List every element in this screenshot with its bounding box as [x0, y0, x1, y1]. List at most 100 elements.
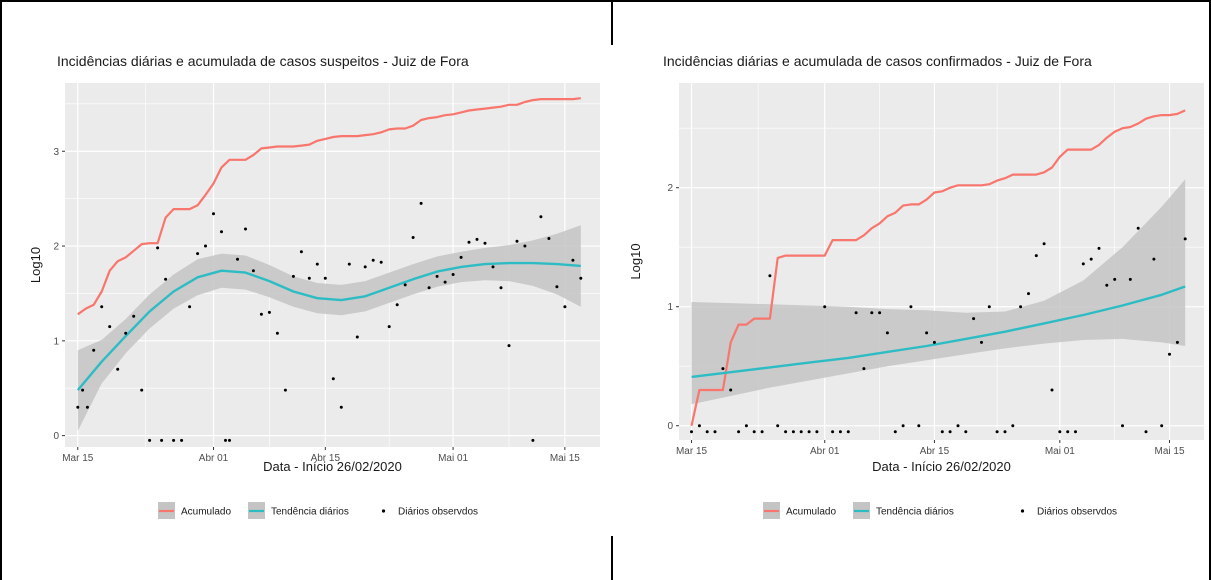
- data-point: [76, 405, 80, 409]
- data-point: [713, 430, 717, 434]
- data-point: [196, 252, 200, 256]
- data-point: [1136, 226, 1140, 230]
- data-point: [331, 377, 335, 381]
- data-point: [515, 239, 519, 243]
- data-point: [1019, 305, 1023, 309]
- data-point: [932, 340, 936, 344]
- data-point: [1175, 340, 1179, 344]
- trend-confidence-band: [691, 179, 1186, 405]
- data-point: [791, 430, 795, 434]
- data-point: [1121, 424, 1124, 428]
- data-point: [925, 331, 929, 335]
- data-point: [956, 424, 960, 428]
- data-point: [355, 335, 359, 339]
- legend-key-pontos: [1020, 509, 1025, 513]
- data-point: [411, 236, 415, 239]
- data-point: [768, 274, 772, 278]
- y-axis-label: Log10: [628, 243, 643, 279]
- series-line-tendencia-diarios: [691, 285, 1186, 379]
- data-point: [403, 283, 407, 287]
- data-point: [379, 260, 383, 264]
- data-point: [427, 286, 431, 290]
- frame-divider-top: [611, 0, 613, 45]
- data-point: [1042, 242, 1046, 246]
- x-tick-label: Mai 01: [1045, 446, 1075, 457]
- x-tick-label: Mai 15: [550, 453, 580, 464]
- chart-confirmed-cases: 0 1 2 Mar 15 Abr 01 Abr 15 Mai 01 Mai 15 Incidên…: [628, 53, 1204, 519]
- data-point: [831, 430, 835, 434]
- data-point: [531, 438, 535, 442]
- data-point: [1011, 424, 1015, 428]
- data-point: [1168, 352, 1171, 356]
- data-point: [995, 430, 999, 434]
- data-point: [188, 305, 192, 309]
- axes: 0 1 2 Mar 15 Abr 01 Abr 15 Mai 01 Mai 15: [667, 183, 1185, 457]
- data-point: [760, 430, 764, 434]
- data-point: [204, 244, 207, 248]
- data-point: [1113, 277, 1117, 281]
- data-point: [964, 430, 968, 434]
- data-point: [283, 388, 287, 392]
- data-point: [1027, 292, 1030, 296]
- chart-suspected-cases: 0 1 2 3 Mar 15 Abr 01 Abr 15 Mai 01 Mai 15 Incidê…: [28, 53, 600, 519]
- data-point: [212, 212, 215, 216]
- series-points-diarios-observados: [690, 226, 1187, 434]
- data-point: [1081, 262, 1085, 266]
- data-point: [291, 274, 295, 278]
- legend-label: Diários observdos: [1037, 507, 1117, 518]
- data-point: [267, 310, 271, 314]
- data-point: [156, 246, 160, 250]
- data-point: [323, 276, 327, 280]
- legend: Acumulado Tendência diários Diários observ…: [158, 502, 478, 519]
- data-point: [579, 276, 583, 280]
- data-point: [737, 430, 741, 434]
- data-point: [563, 305, 567, 309]
- series-points-diarios-observados: [76, 201, 583, 442]
- data-point: [307, 276, 311, 280]
- data-point: [1050, 388, 1054, 392]
- data-point: [451, 273, 455, 276]
- data-point: [347, 262, 351, 266]
- frame-left-border: [0, 0, 2, 580]
- data-point: [744, 424, 748, 428]
- data-point: [172, 438, 176, 442]
- data-point: [499, 286, 503, 290]
- data-point: [555, 285, 559, 289]
- series-line-tendencia-diarios: [76, 261, 581, 391]
- frame-top-border: [0, 0, 1211, 2]
- data-point: [571, 258, 575, 262]
- data-point: [160, 438, 164, 442]
- data-point: [690, 430, 693, 434]
- data-point: [395, 303, 399, 307]
- x-tick-label: Mai 15: [1155, 446, 1185, 457]
- data-point: [1144, 430, 1148, 434]
- data-point: [100, 305, 104, 309]
- data-point: [885, 331, 889, 335]
- data-point: [815, 430, 819, 434]
- data-point: [917, 424, 921, 428]
- x-tick-label: Mar 15: [676, 446, 708, 457]
- data-point: [901, 424, 905, 428]
- data-point: [339, 405, 343, 409]
- data-point: [729, 388, 733, 392]
- data-point: [940, 430, 944, 434]
- data-point: [1097, 246, 1101, 250]
- x-tick-label: Mai 01: [438, 453, 468, 464]
- data-point: [752, 430, 756, 434]
- data-point: [363, 265, 367, 269]
- data-point: [1003, 430, 1007, 434]
- data-point: [972, 317, 976, 321]
- data-point: [475, 237, 479, 241]
- data-point: [116, 367, 120, 371]
- series-line-acumulado: [690, 109, 1186, 426]
- data-point: [180, 438, 184, 442]
- data-point: [443, 280, 447, 284]
- frame-divider-bottom: [611, 536, 613, 580]
- x-tick-label: Abr 01: [810, 446, 840, 457]
- data-point: [371, 258, 375, 262]
- data-point: [1058, 430, 1062, 434]
- data-point: [948, 430, 952, 434]
- data-point: [799, 430, 803, 434]
- data-point: [228, 438, 231, 442]
